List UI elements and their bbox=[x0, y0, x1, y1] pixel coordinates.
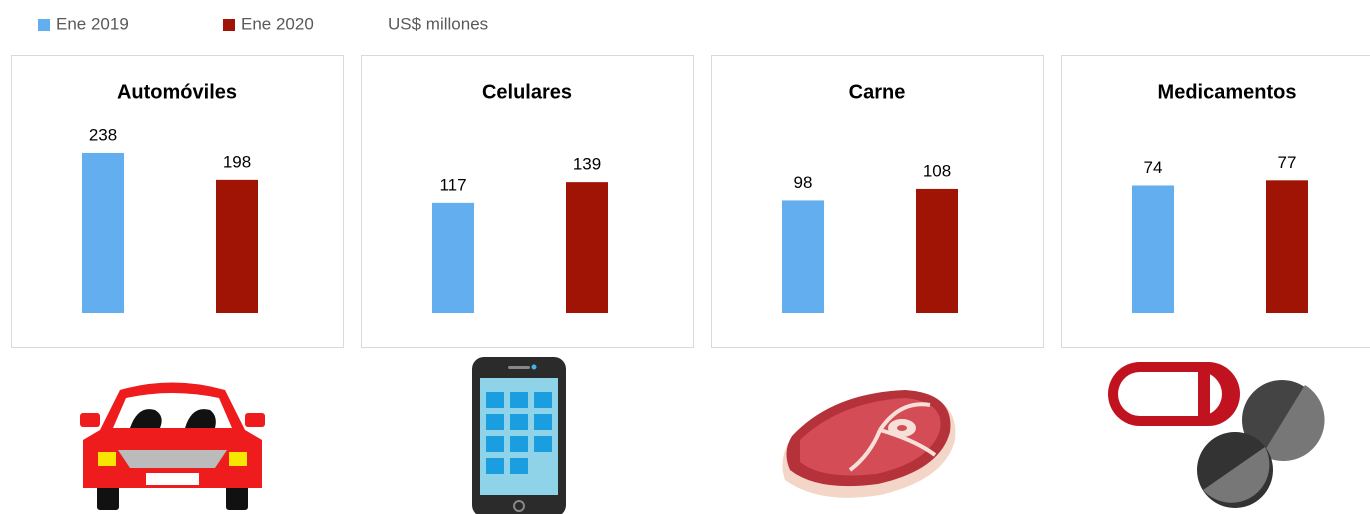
value-label: 74 bbox=[1144, 158, 1163, 177]
panel bbox=[11, 55, 344, 348]
bar bbox=[782, 200, 824, 313]
legend-swatch bbox=[223, 19, 235, 31]
bar bbox=[1132, 185, 1174, 313]
panel bbox=[1061, 55, 1370, 348]
legend-label: Ene 2020 bbox=[241, 14, 314, 33]
value-label: 117 bbox=[439, 175, 466, 194]
value-label: 108 bbox=[923, 161, 951, 180]
meat-icon bbox=[782, 390, 956, 498]
unit-note: US$ millones bbox=[388, 14, 488, 33]
panel bbox=[361, 55, 694, 348]
panel bbox=[711, 55, 1044, 348]
chart-title: Carne bbox=[849, 81, 906, 103]
value-label: 139 bbox=[573, 155, 601, 174]
pills-icon bbox=[1108, 362, 1325, 508]
chart-title: Celulares bbox=[482, 81, 572, 103]
value-label: 238 bbox=[89, 125, 117, 144]
value-label: 77 bbox=[1278, 153, 1297, 172]
bar bbox=[566, 182, 608, 313]
chart-title: Medicamentos bbox=[1158, 81, 1297, 103]
legend-label: Ene 2019 bbox=[56, 14, 129, 33]
bar bbox=[216, 179, 258, 313]
bar bbox=[916, 188, 958, 313]
phone-icon bbox=[472, 357, 566, 514]
bar bbox=[82, 152, 124, 313]
car-icon bbox=[80, 382, 265, 510]
value-label: 198 bbox=[223, 152, 251, 171]
value-label: 98 bbox=[794, 173, 813, 192]
legend-swatch bbox=[38, 19, 50, 31]
bar bbox=[432, 202, 474, 313]
chart-title: Automóviles bbox=[117, 81, 237, 103]
bar bbox=[1266, 180, 1308, 313]
